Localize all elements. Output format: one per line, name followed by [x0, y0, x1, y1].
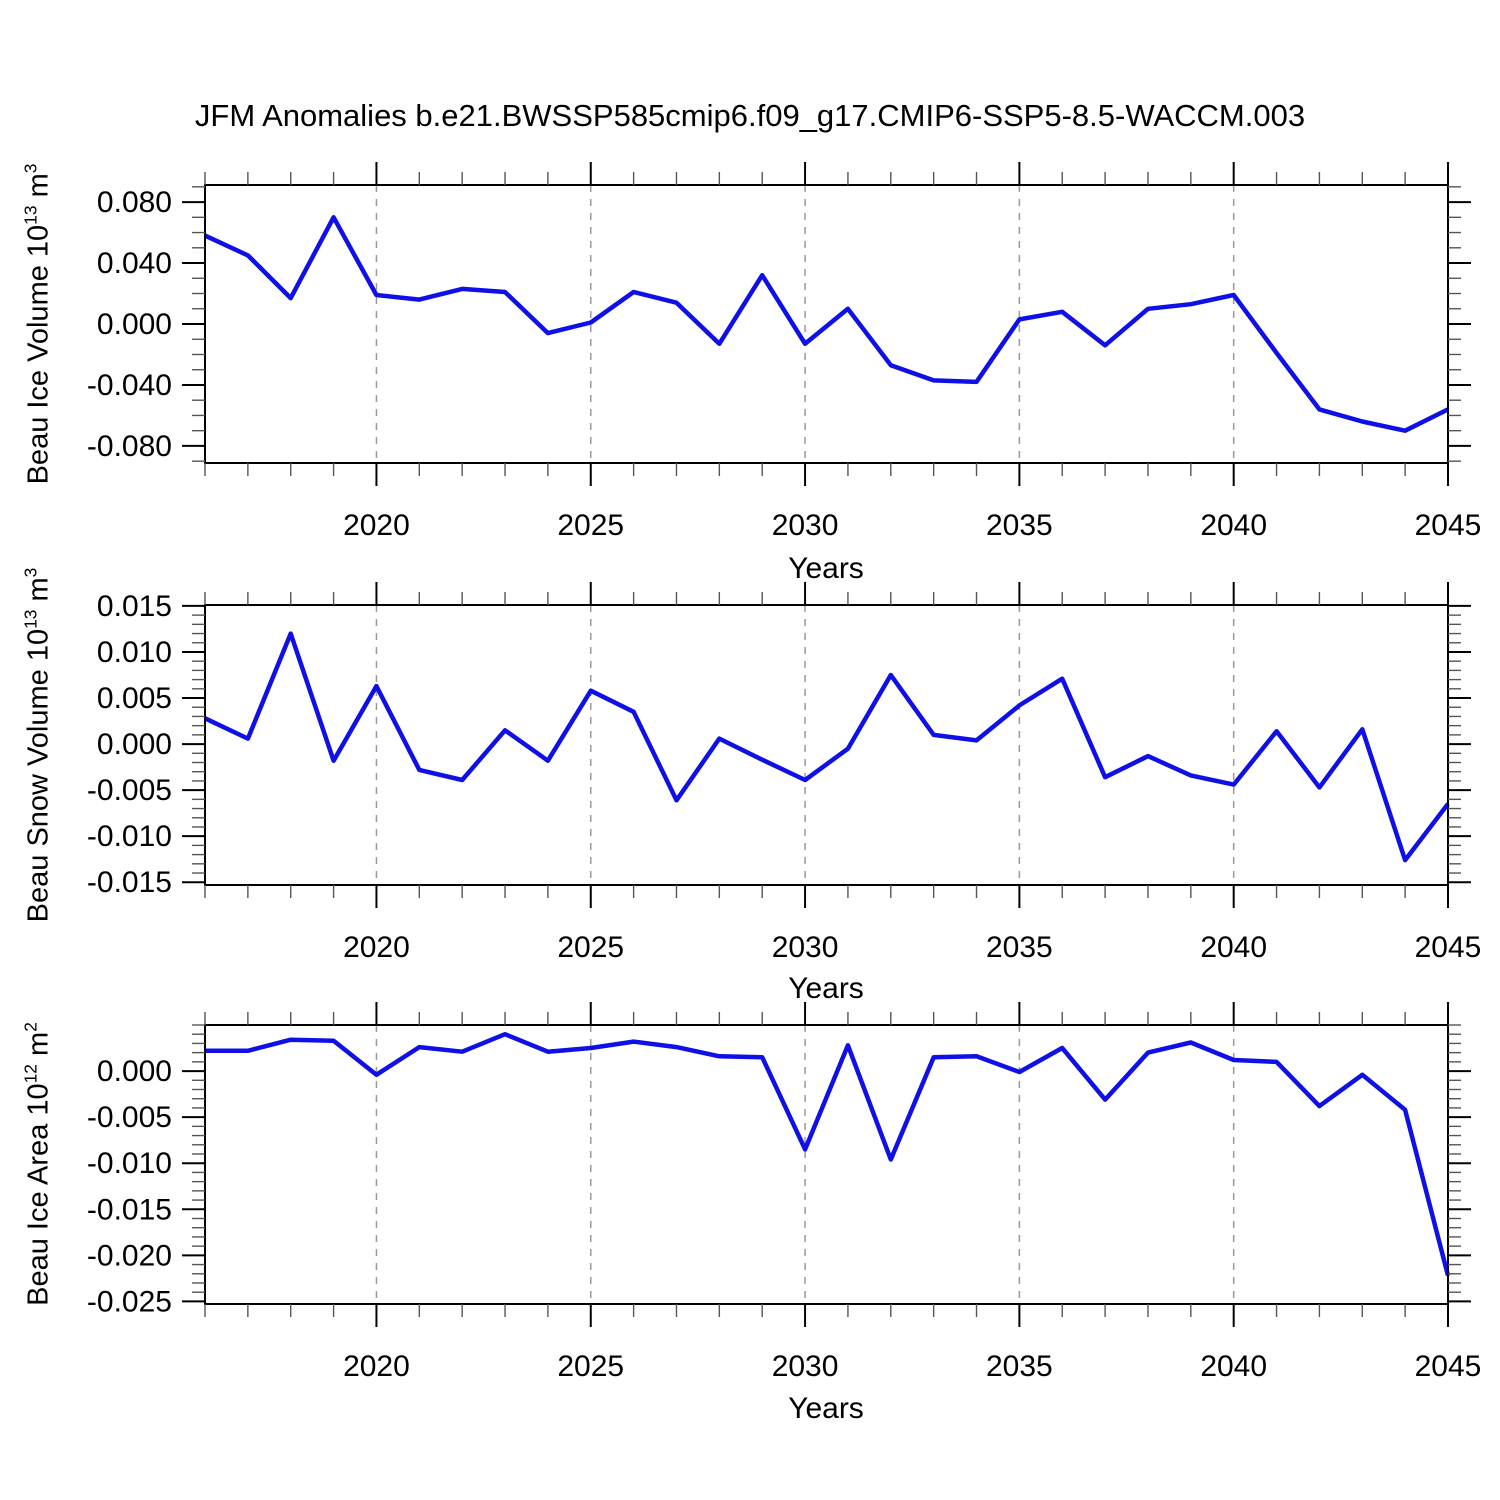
y-axis-label-text: m — [22, 1031, 55, 1065]
y-axis-label-ice-volume: Beau Ice Volume 1013 m3 — [21, 164, 56, 485]
exponent: 13 — [20, 205, 41, 225]
exponent: 3 — [20, 163, 41, 174]
y-tick-label: 0.080 — [97, 186, 172, 219]
x-tick-label: 2025 — [557, 1350, 624, 1383]
data-line-beau-ice-volume — [204, 215, 1450, 433]
x-tick-label: 2030 — [772, 1350, 839, 1383]
exponent: 13 — [20, 609, 41, 629]
y-tick-label: 0.015 — [97, 590, 172, 623]
x-tick-label: 2045 — [1415, 1350, 1482, 1383]
panel-beau-ice-volume: 0.080 0.040 0.000 -0.040 -0.080 2020 2025 2030 2… — [87, 162, 1481, 542]
y-axis-label-text: m — [22, 577, 55, 610]
y-axis-label-text: m — [22, 173, 55, 206]
y-tick-label: -0.010 — [87, 820, 172, 853]
x-tick-label: 2020 — [343, 509, 410, 542]
y-axis-label-snow-volume: Beau Snow Volume 1013 m3 — [21, 568, 56, 923]
x-tick-label: 2030 — [772, 931, 839, 964]
data-line-beau-ice-area — [205, 1031, 1451, 1277]
x-tick-label: 2040 — [1200, 1350, 1267, 1383]
axis-box — [204, 1024, 1449, 1305]
x-tick-label: 2025 — [557, 931, 624, 964]
y-tick-label: -0.080 — [87, 430, 172, 463]
y-axis-label-ice-area: Beau Ice Area 1012 m2 — [21, 1022, 56, 1306]
x-tick-label: 2040 — [1200, 931, 1267, 964]
y-tick-label: -0.005 — [87, 1101, 172, 1134]
y-tick-label: 0.000 — [97, 728, 172, 761]
y-tick-label: -0.025 — [87, 1285, 172, 1318]
x-tick-label: 2035 — [986, 1350, 1053, 1383]
panel-beau-snow-volume: 0.015 0.010 0.005 0.000 -0.005 -0.010 -0.015 20… — [87, 582, 1481, 964]
x-tick-label: 2035 — [986, 509, 1053, 542]
x-tick-label: 2035 — [986, 931, 1053, 964]
x-tick-label: 2020 — [343, 931, 410, 964]
y-tick-label: 0.010 — [97, 636, 172, 669]
y-tick-label: 0.000 — [97, 308, 172, 341]
y-tick-label: 0.000 — [97, 1055, 172, 1088]
y-tick-label: -0.005 — [87, 774, 172, 807]
y-tick-label: -0.015 — [87, 1193, 172, 1226]
x-tick-label: 2045 — [1415, 509, 1482, 542]
data-line-beau-snow-volume — [204, 631, 1450, 863]
y-axis-label-text: Beau Ice Area 10 — [22, 1083, 55, 1306]
x-tick-label: 2025 — [557, 509, 624, 542]
y-tick-label: 0.005 — [97, 682, 172, 715]
x-tick-label: 2040 — [1200, 509, 1267, 542]
x-tick-label: 2020 — [343, 1350, 410, 1383]
y-axis-label-text: Beau Snow Volume 10 — [22, 628, 55, 923]
x-tick-label: 2030 — [772, 509, 839, 542]
x-axis-label-years-3: Years — [788, 1392, 864, 1425]
y-tick-label: 0.040 — [97, 247, 172, 280]
y-tick-label: -0.010 — [87, 1147, 172, 1180]
y-tick-label: -0.020 — [87, 1239, 172, 1272]
chart-title: JFM Anomalies b.e21.BWSSP585cmip6.f09_g1… — [194, 98, 1306, 133]
x-axis-label-years-1: Years — [788, 552, 864, 585]
x-axis-label-years-2: Years — [788, 972, 864, 1005]
y-tick-label: -0.040 — [87, 369, 172, 402]
exponent: 2 — [20, 1022, 41, 1032]
y-tick-label: -0.015 — [87, 866, 172, 899]
exponent: 12 — [20, 1064, 41, 1084]
exponent: 3 — [20, 567, 41, 578]
x-tick-label: 2045 — [1415, 931, 1482, 964]
y-axis-label-text: Beau Ice Volume 10 — [22, 224, 55, 485]
axis-box — [204, 604, 1449, 886]
panel-beau-ice-area: 0.000 -0.005 -0.010 -0.015 -0.020 -0.025 2020 2… — [87, 1002, 1481, 1383]
